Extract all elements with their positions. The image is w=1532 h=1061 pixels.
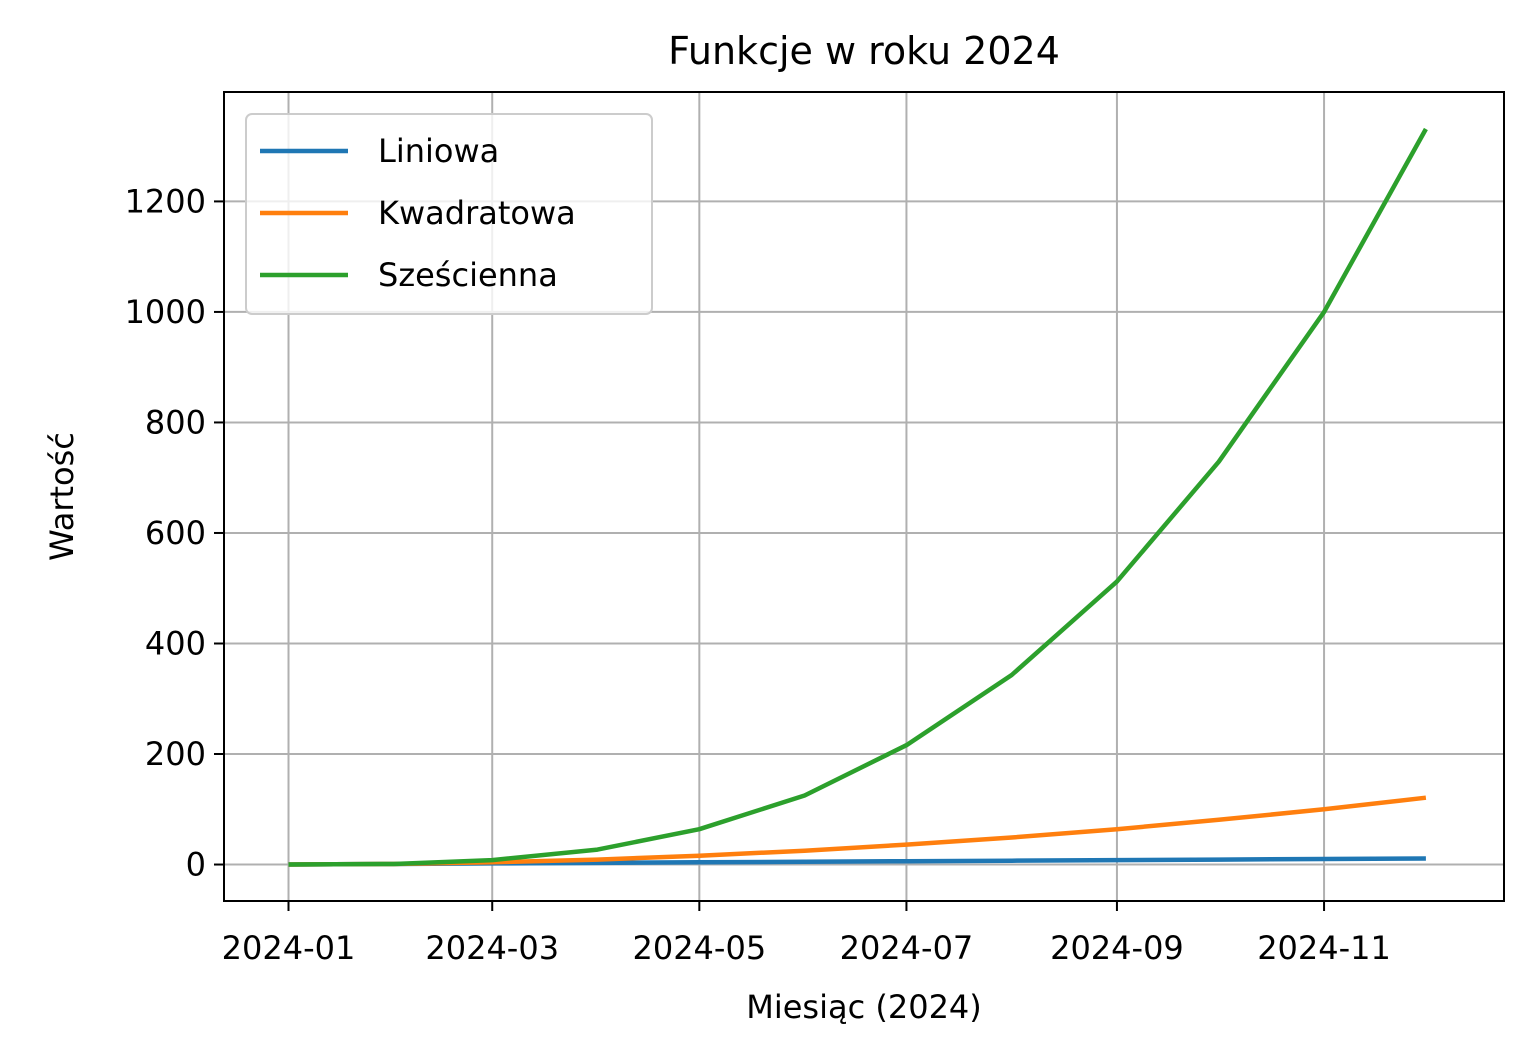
plot-frame [223, 91, 1505, 902]
y-tick-label: 1000 [125, 293, 206, 331]
x-tick-label: 2024-05 [632, 929, 766, 967]
x-tick-label: 2024-11 [1257, 929, 1391, 967]
y-axis-ticks: 0 200 400 600 800 1000 1200 [125, 182, 224, 884]
y-tick-label: 600 [145, 514, 206, 552]
legend-label: Liniowa [378, 132, 499, 170]
series-lines [288, 127, 1428, 867]
y-axis-label: Wartość [43, 432, 81, 561]
x-tick-label: 2024-07 [840, 929, 974, 967]
chart-title: Funkcje w roku 2024 [668, 29, 1060, 73]
x-tick-label: 2024-01 [222, 929, 356, 967]
legend-label: Sześcienna [378, 256, 558, 294]
y-tick-label: 0 [186, 846, 206, 884]
series-line [288, 127, 1428, 867]
x-axis-ticks: 2024-01 2024-03 2024-05 2024-07 2024-09 2024-… [222, 901, 1391, 967]
legend-box [245, 113, 653, 315]
y-tick-label: 800 [145, 403, 206, 441]
y-tick-label: 1200 [125, 182, 206, 220]
y-tick-label: 400 [145, 624, 206, 662]
y-tick-label: 200 [145, 735, 206, 773]
grid [224, 92, 1504, 901]
x-axis-label: Miesiąc (2024) [746, 988, 982, 1026]
legend-label: Kwadratowa [378, 194, 576, 232]
x-tick-label: 2024-03 [425, 929, 559, 967]
x-tick-label: 2024-09 [1050, 929, 1184, 967]
legend: Liniowa Kwadratowa Sześcienna [245, 113, 653, 315]
